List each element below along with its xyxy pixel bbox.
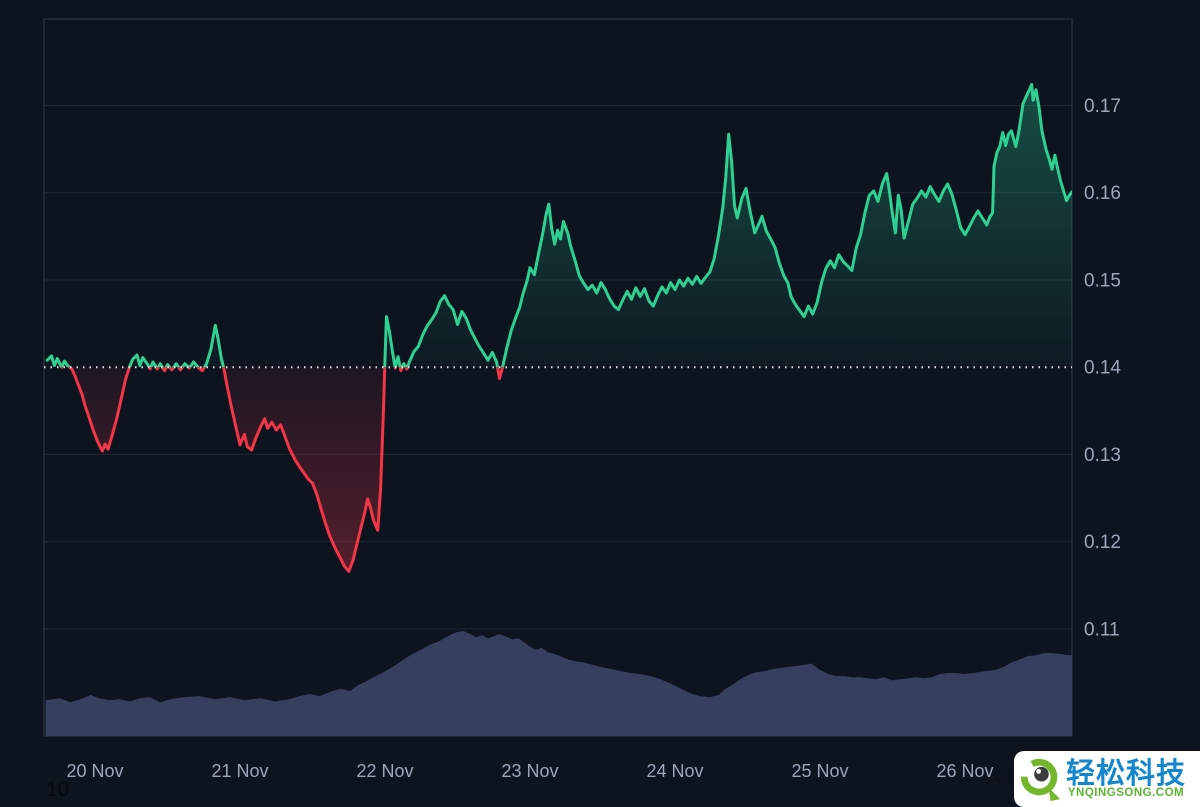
x-axis-label: 24 Nov — [646, 761, 703, 781]
x-axis-label: 20 Nov — [66, 761, 123, 781]
y-axis-label: 0.14 — [1084, 358, 1121, 379]
price-fill-below-baseline — [69, 367, 503, 572]
y-axis-label: 0.12 — [1084, 532, 1121, 553]
x-axis-label: 26 Nov — [936, 761, 993, 781]
watermark-badge: 轻松科技 YNQINGSONG.COM — [1014, 751, 1200, 807]
volume-area — [45, 631, 1073, 736]
axis-artifact-text: 10 — [46, 778, 70, 801]
x-axis-label: 25 Nov — [791, 761, 848, 781]
y-axis-label: 0.17 — [1084, 96, 1121, 117]
partial-label-text: An — [987, 767, 1013, 790]
y-axis-label: 0.15 — [1084, 271, 1121, 292]
y-axis-label: 0.13 — [1084, 445, 1121, 466]
y-axis-label: 0.11 — [1084, 619, 1120, 640]
x-axis-label: 22 Nov — [356, 761, 413, 781]
watermark-brand-cn: 轻松科技 — [1066, 757, 1187, 790]
y-axis-label: 0.16 — [1084, 183, 1121, 204]
x-axis-label: 21 Nov — [211, 761, 268, 781]
watermark-text: 轻松科技 YNQINGSONG.COM — [1066, 757, 1187, 800]
price-line-up — [45, 83, 1072, 368]
price-fill-above-baseline — [47, 84, 1072, 368]
watermark-brand-domain: YNQINGSONG.COM — [1067, 786, 1185, 799]
x-axis-label: 23 Nov — [501, 761, 558, 781]
yqingsong-logo-icon — [1020, 758, 1061, 802]
